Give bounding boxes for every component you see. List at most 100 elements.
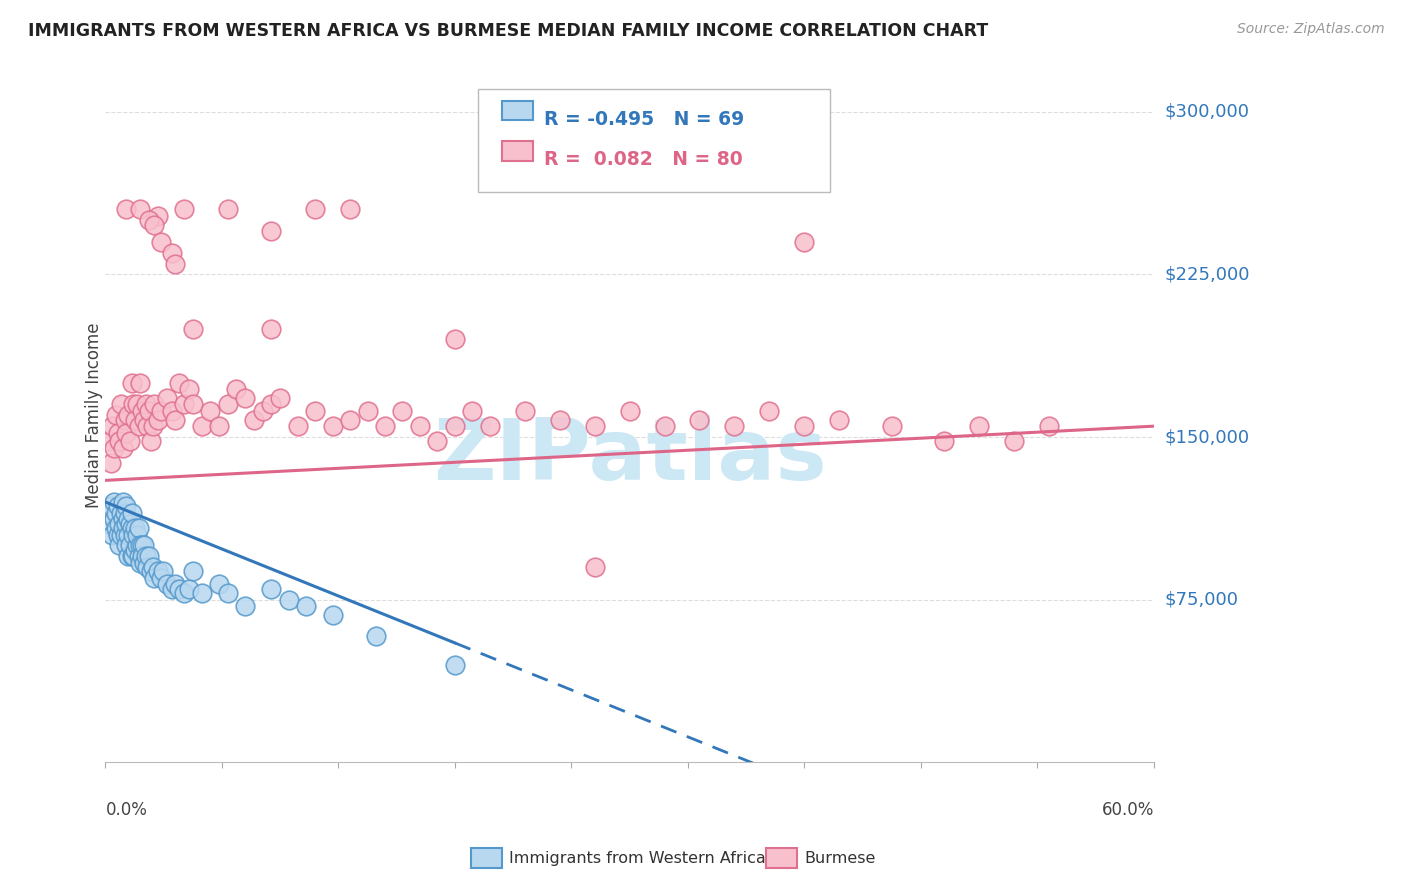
Point (110, 397, 132, 411)
Point (160, 582, 183, 596)
Point (173, 202, 195, 217)
Point (115, 425, 138, 440)
Point (103, 441, 125, 455)
Point (548, 412, 571, 426)
Point (366, 629, 388, 643)
Point (233, 599, 256, 613)
Point (129, 556, 152, 570)
Point (139, 434, 162, 449)
Point (122, 527, 145, 541)
Point (426, 434, 449, 449)
Point (107, 500, 129, 514)
Point (115, 202, 138, 217)
Point (132, 538, 155, 552)
Point (304, 202, 326, 217)
Text: R =  0.082   N = 80: R = 0.082 N = 80 (544, 150, 742, 169)
Point (124, 542, 146, 557)
Point (233, 391, 256, 405)
Point (181, 321, 204, 335)
Text: Immigrants from Western Africa: Immigrants from Western Africa (509, 851, 766, 865)
Point (117, 512, 139, 526)
Point (124, 521, 146, 535)
Point (115, 538, 138, 552)
Point (121, 521, 143, 535)
Point (108, 538, 131, 552)
Point (125, 538, 148, 552)
Point (138, 549, 160, 564)
Point (190, 586, 212, 600)
Point (243, 412, 266, 426)
Point (295, 599, 318, 613)
Point (118, 516, 141, 531)
Point (932, 434, 955, 449)
Point (444, 333, 467, 347)
Point (124, 412, 146, 426)
Point (179, 582, 201, 596)
Text: 60.0%: 60.0% (1101, 801, 1154, 819)
Point (125, 397, 148, 411)
Point (1002, 434, 1025, 449)
Point (322, 419, 344, 434)
Point (167, 376, 190, 390)
Point (111, 441, 134, 455)
Point (146, 565, 169, 579)
Point (208, 577, 231, 591)
Point (143, 218, 166, 232)
Point (139, 565, 162, 579)
Text: ZIPatlas: ZIPatlas (433, 416, 827, 499)
Point (146, 209, 169, 223)
Point (208, 419, 231, 434)
Point (793, 235, 815, 249)
Point (165, 412, 187, 426)
Point (121, 376, 143, 390)
Point (111, 521, 134, 535)
Point (101, 419, 124, 434)
Point (104, 506, 127, 520)
Point (217, 586, 239, 600)
Point (155, 577, 177, 591)
Point (108, 516, 131, 531)
Point (513, 404, 536, 418)
Point (260, 582, 283, 596)
Point (115, 516, 138, 531)
Point (723, 419, 745, 434)
Point (114, 506, 136, 520)
Point (409, 419, 432, 434)
Point (131, 549, 153, 564)
Point (132, 556, 155, 570)
Point (125, 527, 148, 541)
Point (103, 495, 125, 509)
Point (129, 376, 152, 390)
Text: Source: ZipAtlas.com: Source: ZipAtlas.com (1237, 22, 1385, 37)
Point (160, 404, 183, 418)
Point (117, 549, 139, 564)
Point (128, 549, 150, 564)
Point (322, 607, 344, 622)
Point (136, 560, 159, 574)
Point (121, 506, 143, 520)
Point (97, 434, 120, 449)
Point (108, 434, 131, 449)
Point (356, 404, 378, 418)
Point (107, 527, 129, 541)
Point (374, 419, 396, 434)
Point (167, 582, 190, 596)
Point (619, 404, 641, 418)
Point (118, 538, 141, 552)
Point (104, 409, 127, 423)
Point (146, 412, 169, 426)
Point (150, 571, 173, 585)
Point (104, 521, 127, 535)
Text: 0.0%: 0.0% (105, 801, 148, 819)
Y-axis label: Median Family Income: Median Family Income (86, 323, 103, 508)
Point (173, 586, 195, 600)
Point (1038, 419, 1060, 434)
Point (793, 419, 815, 434)
Point (150, 235, 173, 249)
Point (260, 397, 283, 411)
Point (880, 419, 903, 434)
Point (107, 425, 129, 440)
Point (444, 657, 467, 672)
Point (758, 404, 780, 418)
Point (654, 419, 676, 434)
